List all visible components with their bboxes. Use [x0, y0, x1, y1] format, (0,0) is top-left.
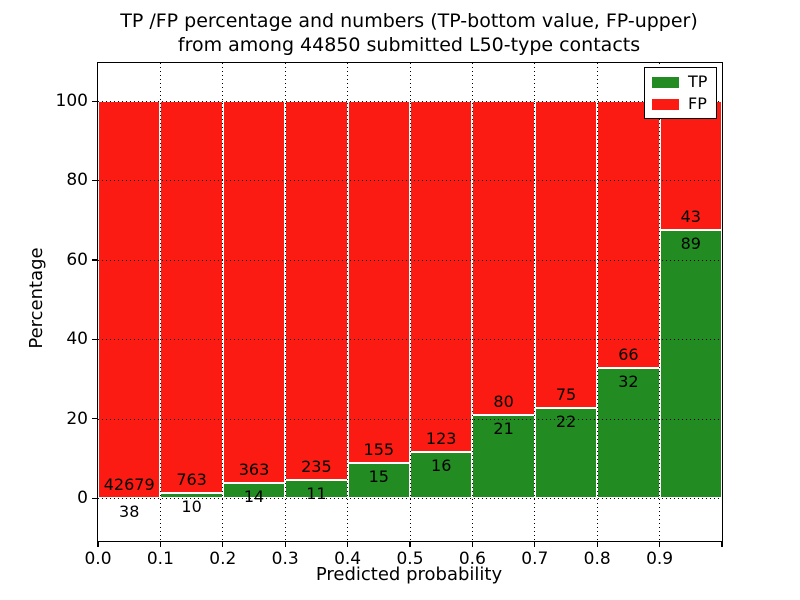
- bar-segment-tp: [472, 415, 535, 498]
- legend-label-fp: FP: [688, 94, 707, 113]
- bar-segment-fp: [347, 101, 410, 463]
- y-tick-label: 80: [66, 170, 88, 191]
- tp-count-label: 14: [243, 487, 265, 507]
- tp-count-label: 21: [493, 419, 514, 439]
- x-tick: [346, 542, 349, 548]
- y-tick: [91, 179, 97, 182]
- bar-segment-fp: [222, 101, 286, 484]
- y-tick: [91, 497, 97, 499]
- x-tick-label: 0.0: [84, 549, 112, 569]
- y-tick: [91, 259, 97, 261]
- x-tick-label: 0.7: [521, 549, 549, 569]
- bar-segment-tp: [534, 407, 598, 498]
- bar-segment-fp: [597, 101, 660, 369]
- bar-segment-fp: [98, 101, 161, 498]
- plot-area: TP FP 42679 38 763 10 363 14 235 11 155 15 123 16 80…: [56, 62, 723, 569]
- x-tick: [658, 542, 661, 548]
- chart-title: TP /FP percentage and numbers (TP-bottom…: [120, 10, 698, 32]
- x-tick-label: 0.9: [646, 549, 674, 569]
- y-tick-label: 0: [77, 488, 88, 508]
- bar-segment-fp: [534, 101, 598, 408]
- tp-swatch-icon: [652, 76, 679, 88]
- x-tick: [97, 542, 99, 548]
- bar-segment-fp: [410, 101, 473, 453]
- x-tick-label: 0.4: [334, 549, 362, 569]
- bar-segment-tp: [285, 480, 348, 498]
- tp-count-label: 16: [431, 456, 452, 476]
- tp-count-label: 10: [181, 496, 202, 516]
- fp-count-label: 123: [425, 429, 457, 449]
- bar-segment-tp: [160, 492, 223, 498]
- fp-count-label: 235: [301, 457, 332, 477]
- fp-count-label: 66: [618, 345, 639, 365]
- bar-segment-tp: [98, 497, 161, 500]
- y-axis-label: Percentage: [26, 247, 47, 349]
- y-tick-label: 40: [66, 329, 88, 350]
- y-tick: [91, 418, 97, 420]
- x-tick: [534, 542, 536, 548]
- bar-segment-tp: [659, 230, 722, 498]
- fp-swatch-icon: [652, 98, 679, 110]
- x-tick-label: 0.2: [209, 549, 237, 569]
- bar-segment-fp: [285, 101, 348, 481]
- legend: TP FP: [644, 67, 718, 119]
- fp-count-label: 363: [238, 460, 270, 480]
- bar-segment-tp: [410, 452, 473, 498]
- x-tick: [222, 542, 224, 548]
- fp-count-label: 80: [493, 392, 514, 412]
- tp-count-label: 89: [680, 234, 701, 254]
- chart-title-block: TP /FP percentage and numbers (TP-bottom…: [97, 9, 721, 57]
- y-tick: [91, 338, 97, 341]
- tp-count-label: 32: [618, 372, 639, 392]
- fp-count-label: 155: [363, 439, 395, 459]
- tp-count-label: 15: [368, 466, 389, 486]
- x-tick-label: 0.6: [458, 549, 486, 569]
- bar-segment-fp: [472, 101, 535, 416]
- x-tick-label: 0.3: [271, 549, 299, 569]
- tp-count-label: 11: [306, 484, 327, 504]
- y-tick: [91, 100, 97, 102]
- tp-count-label: 22: [555, 411, 577, 431]
- bar-segment-tp: [222, 483, 286, 498]
- fp-count-label: 763: [176, 469, 207, 489]
- x-tick: [721, 542, 723, 548]
- y-tick-label: 100: [55, 91, 88, 111]
- x-tick: [409, 542, 411, 548]
- fp-count-label: 75: [555, 384, 577, 404]
- fp-count-label: 43: [680, 207, 701, 227]
- fp-count-label: 42679: [103, 474, 155, 494]
- y-tick-label: 60: [66, 249, 88, 270]
- y-tick-label: 20: [66, 408, 88, 429]
- x-tick-label: 0.1: [146, 549, 174, 569]
- legend-item-tp: TP: [652, 74, 707, 90]
- x-tick: [596, 542, 598, 548]
- bar-segment-tp: [347, 462, 410, 498]
- x-tick-label: 0.8: [583, 549, 611, 569]
- x-axis-label: Predicted probability: [315, 564, 503, 585]
- legend-item-fp: FP: [652, 96, 707, 112]
- bar-segment-fp: [659, 101, 722, 231]
- x-tick-label: 0.5: [396, 549, 424, 569]
- tp-count-label: 38: [119, 501, 140, 521]
- legend-label-tp: TP: [688, 72, 708, 91]
- x-tick: [159, 542, 162, 548]
- x-tick: [471, 542, 474, 548]
- x-tick: [284, 542, 286, 548]
- bar-segment-tp: [597, 368, 660, 498]
- bar-segment-fp: [160, 101, 223, 493]
- chart-subtitle: from among 44850 submitted L50-type cont…: [177, 34, 641, 56]
